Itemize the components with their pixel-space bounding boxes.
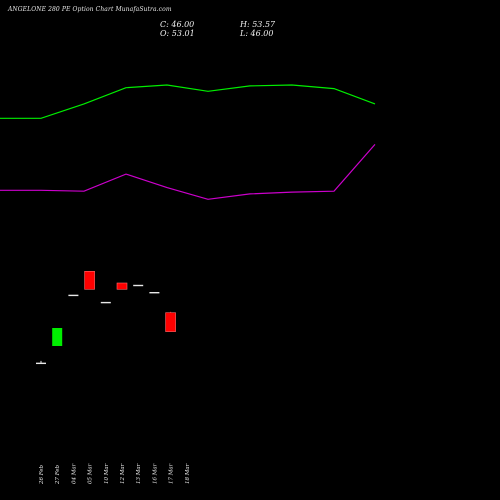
candles-group xyxy=(36,270,176,365)
high-readout: H: 53.57 xyxy=(240,20,276,29)
candle-05-mar xyxy=(84,270,95,290)
open-readout: O: 53.01 xyxy=(160,29,195,38)
low-readout: L: 46.00 xyxy=(240,29,274,38)
x-axis-labels: 26 Feb 27 Feb 04 Mar 05 Mar 10 Mar 12 Mar 13 M… xyxy=(39,463,191,485)
x-tick-label: 27 Feb xyxy=(55,464,61,485)
x-tick-label: 04 Mar xyxy=(71,463,77,484)
candle-body xyxy=(165,312,176,332)
candle-body xyxy=(133,284,144,287)
indicator-line-1 xyxy=(0,84,376,119)
candle-body xyxy=(68,294,79,297)
candle-27-feb xyxy=(52,328,63,346)
candle-26-feb xyxy=(36,360,46,365)
candle-12-mar xyxy=(116,282,128,290)
candle-17-mar xyxy=(165,311,176,332)
candle-16-mar xyxy=(149,292,160,294)
x-tick-label: 17 Mar xyxy=(169,463,175,484)
candle-body xyxy=(100,301,111,304)
x-tick-label: 13 Mar xyxy=(136,463,142,484)
candle-body xyxy=(36,362,46,365)
x-tick-label: 18 Mar xyxy=(185,463,191,484)
close-readout: C: 46.00 xyxy=(160,20,195,29)
candle-body xyxy=(149,292,160,294)
x-tick-label: 05 Mar xyxy=(88,463,94,484)
indicator-line-2 xyxy=(0,144,376,200)
x-tick-label: 26 Feb xyxy=(39,464,45,485)
candle-body xyxy=(52,328,63,346)
candle-04-mar xyxy=(68,294,79,297)
x-tick-label: 16 Mar xyxy=(152,463,158,484)
x-tick-label: 10 Mar xyxy=(104,463,110,484)
candle-13-mar xyxy=(133,284,144,287)
chart-title: ANGELONE 280 PE Option Chart MunafaSutra… xyxy=(8,6,172,13)
candle-10-mar xyxy=(100,301,111,304)
candle-body xyxy=(116,282,128,290)
line-series-group xyxy=(0,84,376,200)
x-tick-label: 12 Mar xyxy=(120,463,126,484)
candle-body xyxy=(84,270,95,290)
